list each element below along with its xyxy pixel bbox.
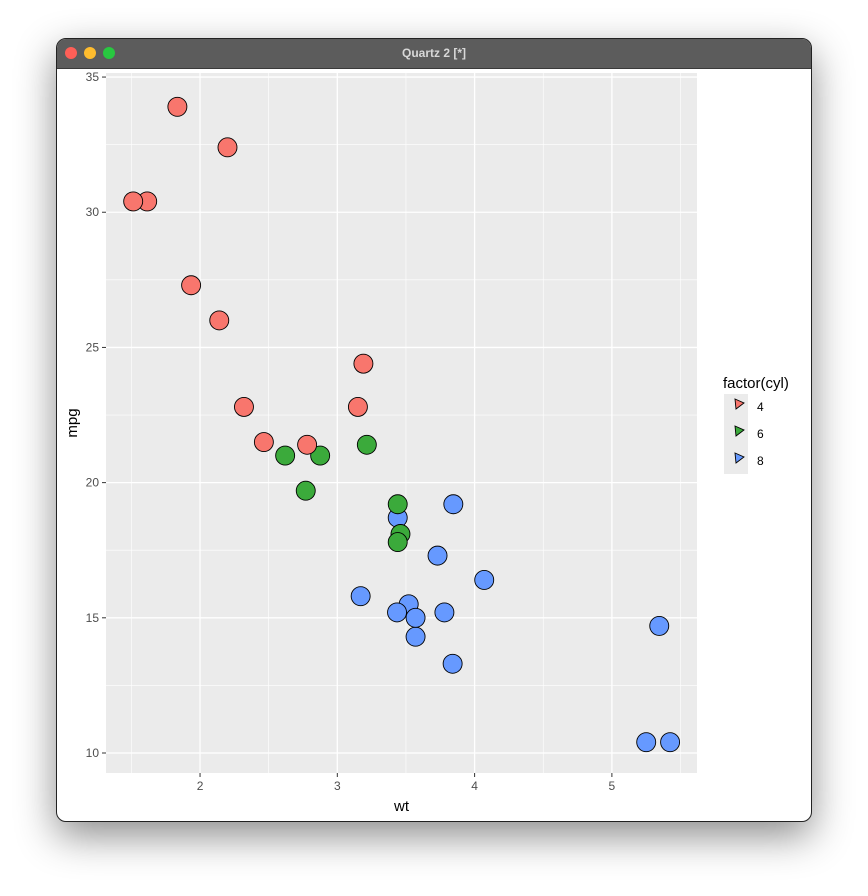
data-point: [434, 602, 455, 623]
x-tick-label: 4: [471, 779, 478, 793]
data-point: [275, 445, 296, 466]
legend-key-glyph-icon: [734, 398, 745, 410]
axes: 2 3 4 5 10 15 20 25 30 35: [86, 70, 616, 793]
data-point: [350, 586, 371, 607]
y-tick-label: 25: [86, 340, 100, 354]
window-title: Quartz 2 [*]: [401, 46, 466, 60]
x-tick-label: 2: [197, 779, 204, 793]
y-tick-label: 20: [86, 476, 100, 490]
data-point: [660, 732, 681, 753]
minimize-button[interactable]: [84, 47, 96, 59]
data-point: [636, 732, 657, 753]
data-point: [217, 137, 238, 158]
legend: factor(cyl) 4 6 8: [723, 375, 789, 474]
data-point: [123, 191, 144, 212]
title-bar[interactable]: Quartz 2 [*]: [57, 39, 811, 69]
data-point: [443, 494, 464, 515]
y-tick-label: 30: [86, 205, 100, 219]
data-point: [295, 480, 316, 501]
data-point: [356, 434, 377, 455]
data-point: [387, 494, 408, 515]
data-point: [387, 602, 407, 623]
data-point: [253, 432, 274, 453]
data-point: [297, 434, 318, 455]
y-tick-label: 10: [86, 746, 100, 760]
data-point: [474, 570, 495, 590]
close-button[interactable]: [65, 47, 77, 59]
data-point: [649, 615, 670, 636]
x-axis-label: wt: [393, 798, 410, 815]
data-point: [167, 96, 188, 117]
gridlines: [106, 73, 697, 773]
legend-key-glyph-icon: [734, 452, 745, 464]
legend-entry-label: 6: [757, 427, 764, 441]
data-point: [405, 626, 426, 647]
legend-key-glyph-icon: [734, 425, 745, 437]
data-point: [353, 353, 374, 374]
data-point: [387, 532, 408, 553]
data-point: [405, 607, 426, 628]
x-tick-label: 5: [609, 779, 616, 793]
zoom-button[interactable]: [103, 47, 115, 59]
x-tick-label: 3: [334, 779, 341, 793]
data-point: [209, 310, 230, 331]
y-tick-label: 35: [86, 70, 100, 84]
points: [123, 96, 681, 753]
data-point: [234, 396, 254, 417]
data-point: [427, 545, 448, 566]
data-point: [347, 396, 368, 417]
legend-entry-label: 8: [757, 454, 764, 468]
plot-panel: [106, 73, 697, 773]
data-point: [310, 445, 331, 466]
y-tick-label: 15: [86, 611, 100, 625]
data-point: [181, 275, 202, 296]
y-axis-label: mpg: [64, 408, 81, 437]
data-point: [442, 653, 463, 674]
legend-title: factor(cyl): [723, 375, 789, 392]
legend-entry-label: 4: [757, 400, 764, 414]
